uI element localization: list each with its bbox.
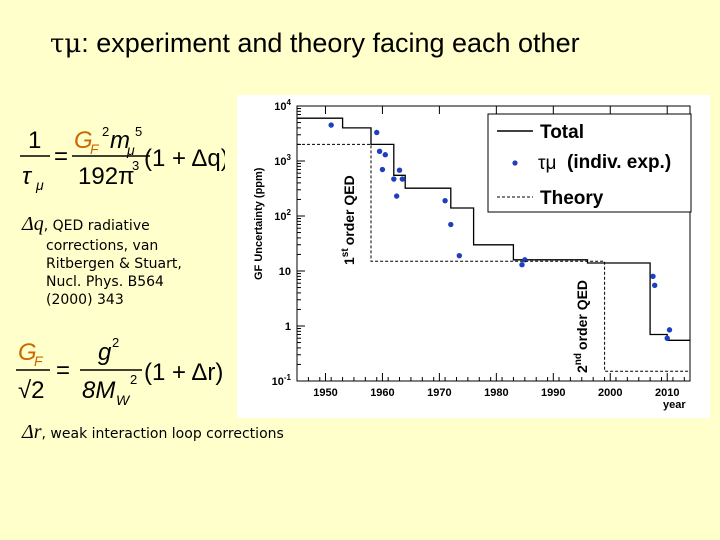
data-point <box>391 176 397 182</box>
data-point <box>379 166 386 173</box>
eq2-rhs-num: g <box>98 339 112 366</box>
data-point <box>666 327 673 333</box>
data-point <box>442 197 448 204</box>
y-axis-title-group: GF Uncertainty (ppm) <box>253 167 265 280</box>
annotation-first-order-text: order QED <box>341 175 357 245</box>
slide-title: τμ: experiment and theory facing each ot… <box>50 28 580 59</box>
eq2-lhs-num: G <box>18 339 37 366</box>
x-tick-label: 1980 <box>484 387 508 399</box>
y-tick-label: 10 <box>279 266 291 278</box>
x-tick-label: 2000 <box>598 387 622 399</box>
eq1-rhs-num-g: G <box>74 127 93 154</box>
note-delta-q-cont: corrections, van Ritbergen & Stuart, Nuc… <box>46 237 182 309</box>
note-dr-text: , weak interaction loop corrections <box>41 426 284 442</box>
equation-muon-lifetime: 1 τ μ = G F 2 m μ 5 192π 3 (1 + Δq) <box>20 124 225 193</box>
eq1-rhs-num-m-sup: 5 <box>135 124 142 139</box>
legend-theory-label: Theory <box>540 188 604 209</box>
data-point <box>448 221 454 228</box>
y-tick-label: 10-1 <box>272 373 292 388</box>
note-delta-r: Δr, weak interaction loop corrections <box>22 421 284 443</box>
annotation-first-order-pre: 1 <box>341 257 357 265</box>
eq1-rhs-num-g-sup: 2 <box>102 124 109 139</box>
eq2-lhs-den: √2 <box>18 377 45 404</box>
title-text: : experiment and theory facing each othe… <box>81 28 580 58</box>
gf-uncertainty-chart: 1950 1960 1970 1980 1990 2000 2010 10-1 1 10 102 10… <box>237 95 710 418</box>
data-point <box>519 262 525 268</box>
series-total-line <box>297 117 690 341</box>
legend-exp-marker <box>512 160 518 166</box>
data-point <box>328 122 334 128</box>
legend: Total τμ (indiv. exp.) Theory <box>487 113 692 213</box>
x-tick-label: 1970 <box>427 387 451 399</box>
title-symbol: τμ <box>50 29 82 59</box>
eq2-lhs-num-sub: F <box>34 353 44 369</box>
x-tick-label: 1950 <box>313 387 337 399</box>
note-dq-line2: corrections, van <box>46 238 159 254</box>
data-point <box>399 176 406 182</box>
note-dq-line3: Ritbergen & Stuart, <box>46 256 182 272</box>
eq2-rhs-den: 8M <box>82 377 115 404</box>
eq1-rhs-num-m: m <box>110 127 130 154</box>
annotation-second-order-sup: nd <box>573 353 584 365</box>
eq1-lhs-num: 1 <box>28 127 41 154</box>
svg-text:2ndorder QED: 2nd order QED <box>573 280 590 373</box>
legend-exp-symbol: τμ <box>538 153 556 174</box>
annotation-second-order-text: order QED <box>574 280 590 350</box>
eq2-rhs-den-sub: W <box>116 392 131 408</box>
eq2-rhs-den-sup: 2 <box>130 372 137 387</box>
x-tick-label: 1990 <box>541 387 565 399</box>
eq1-factor: (1 + Δq) <box>144 145 225 172</box>
data-point <box>650 273 656 280</box>
data-point <box>456 252 463 259</box>
y-tick-label: 102 <box>274 208 291 223</box>
annotation-second-order-pre: 2 <box>574 365 590 373</box>
y-axis-title: GF Uncertainty (ppm) <box>253 167 265 280</box>
eq1-rhs-num-m-sub: μ <box>126 142 135 158</box>
note-dq-symbol: Δq <box>22 213 44 235</box>
data-point <box>651 282 658 288</box>
annotation-first-order: 1st order QED <box>340 175 357 265</box>
eq1-equals: = <box>54 143 68 170</box>
eq1-rhs-num-g-sub: F <box>90 141 100 157</box>
equation-fermi-constant: G F √2 = g 2 8M W 2 (1 + Δr) <box>16 335 223 408</box>
note-delta-q: Δq, QED radiative <box>22 213 150 235</box>
eq1-lhs-den-sub: μ <box>35 177 44 193</box>
note-dq-line5: (2000) 343 <box>46 292 124 308</box>
annotation-second-order: 2nd order QED <box>573 280 590 373</box>
eq2-equals: = <box>56 357 70 384</box>
plot-frame <box>296 105 691 382</box>
x-axis-title: year <box>663 399 686 411</box>
eq2-factor: (1 + Δr) <box>144 359 223 386</box>
data-point <box>382 152 388 158</box>
legend-total-label: Total <box>540 122 584 143</box>
data-point <box>396 167 403 173</box>
legend-exp-label: (indiv. exp.) <box>567 152 671 173</box>
note-dq-line1: , QED radiative <box>43 218 150 234</box>
y-tick-label: 104 <box>274 98 291 113</box>
data-point <box>376 148 383 155</box>
x-tick-label: 1960 <box>370 387 394 399</box>
data-point <box>664 335 670 341</box>
eq1-rhs-den-sup: 3 <box>132 158 139 173</box>
svg-text:1storder QED: 1st order QED <box>340 175 357 265</box>
x-tick-label: 2010 <box>655 387 679 399</box>
data-point <box>374 129 380 136</box>
eq1-rhs-den: 192π <box>78 163 135 190</box>
note-dq-line4: Nucl. Phys. B564 <box>46 274 164 290</box>
series-theory-line <box>297 143 690 372</box>
y-tick-label: 103 <box>274 153 291 168</box>
data-point <box>393 193 400 199</box>
y-tick-label: 1 <box>285 321 291 333</box>
annotation-first-order-sup: st <box>340 248 351 258</box>
note-dr-symbol: Δr <box>22 421 42 443</box>
eq1-lhs-den: τ <box>22 163 33 190</box>
eq2-rhs-num-sup: 2 <box>112 335 119 350</box>
chart-svg: 1950 1960 1970 1980 1990 2000 2010 10-1 1 10 102 10… <box>253 98 692 411</box>
